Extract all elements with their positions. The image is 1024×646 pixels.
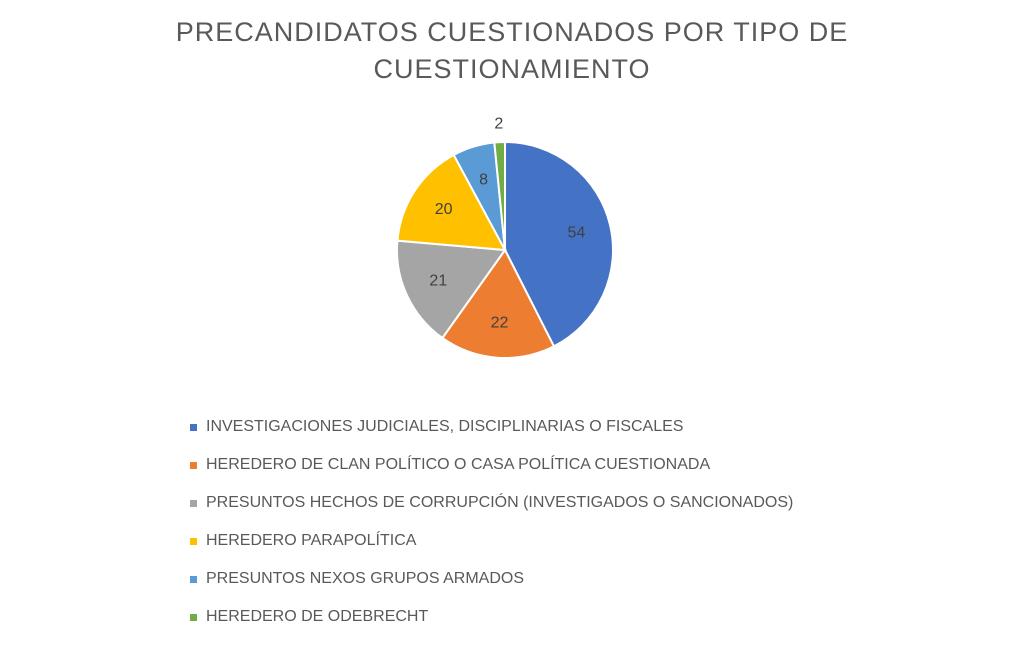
legend-swatch (190, 575, 197, 583)
legend-label: INVESTIGACIONES JUDICIALES, DISCIPLINARI… (206, 418, 684, 435)
legend-item: PRESUNTOS NEXOS GRUPOS ARMADOS (190, 560, 890, 598)
legend-label: PRESUNTOS NEXOS GRUPOS ARMADOS (206, 570, 524, 587)
legend-label: HEREDERO DE ODEBRECHT (206, 608, 429, 625)
chart-title: PRECANDIDATOS CUESTIONADOS POR TIPO DE C… (175, 17, 849, 84)
data-label-5: 8 (479, 171, 488, 188)
legend-swatch (190, 613, 197, 621)
legend-item: PRESUNTOS HECHOS DE CORRUPCIÓN (INVESTIG… (190, 484, 890, 522)
pie-slice-4 (396, 153, 507, 252)
legend-swatch (190, 499, 197, 507)
legend-label: HEREDERO DE CLAN POLÍTICO O CASA POLÍTIC… (206, 456, 711, 473)
legend-item: HEREDERO DE ODEBRECHT (190, 598, 890, 636)
legend-swatch (190, 461, 197, 469)
data-label-2: 22 (491, 315, 509, 332)
legend-swatch (190, 537, 197, 545)
legend-item: INVESTIGACIONES JUDICIALES, DISCIPLINARI… (190, 408, 890, 446)
data-label-3: 21 (429, 272, 447, 289)
pie-slice-1 (504, 140, 614, 348)
pie-slice-6 (493, 140, 506, 251)
data-label-4: 20 (435, 201, 453, 218)
legend-label: PRESUNTOS HECHOS DE CORRUPCIÓN (INVESTIG… (206, 494, 794, 511)
pie-slice-3 (396, 239, 507, 340)
legend: INVESTIGACIONES JUDICIALES, DISCIPLINARI… (190, 408, 890, 636)
pie-slice-2 (440, 248, 556, 359)
legend-item: HEREDERO PARAPOLÍTICA (190, 522, 890, 560)
legend-label: HEREDERO PARAPOLÍTICA (206, 532, 417, 549)
legend-swatch (190, 423, 197, 431)
legend-item: HEREDERO DE CLAN POLÍTICO O CASA POLÍTIC… (190, 446, 890, 484)
data-label-1: 54 (568, 224, 586, 241)
data-label-6: 2 (494, 116, 503, 133)
